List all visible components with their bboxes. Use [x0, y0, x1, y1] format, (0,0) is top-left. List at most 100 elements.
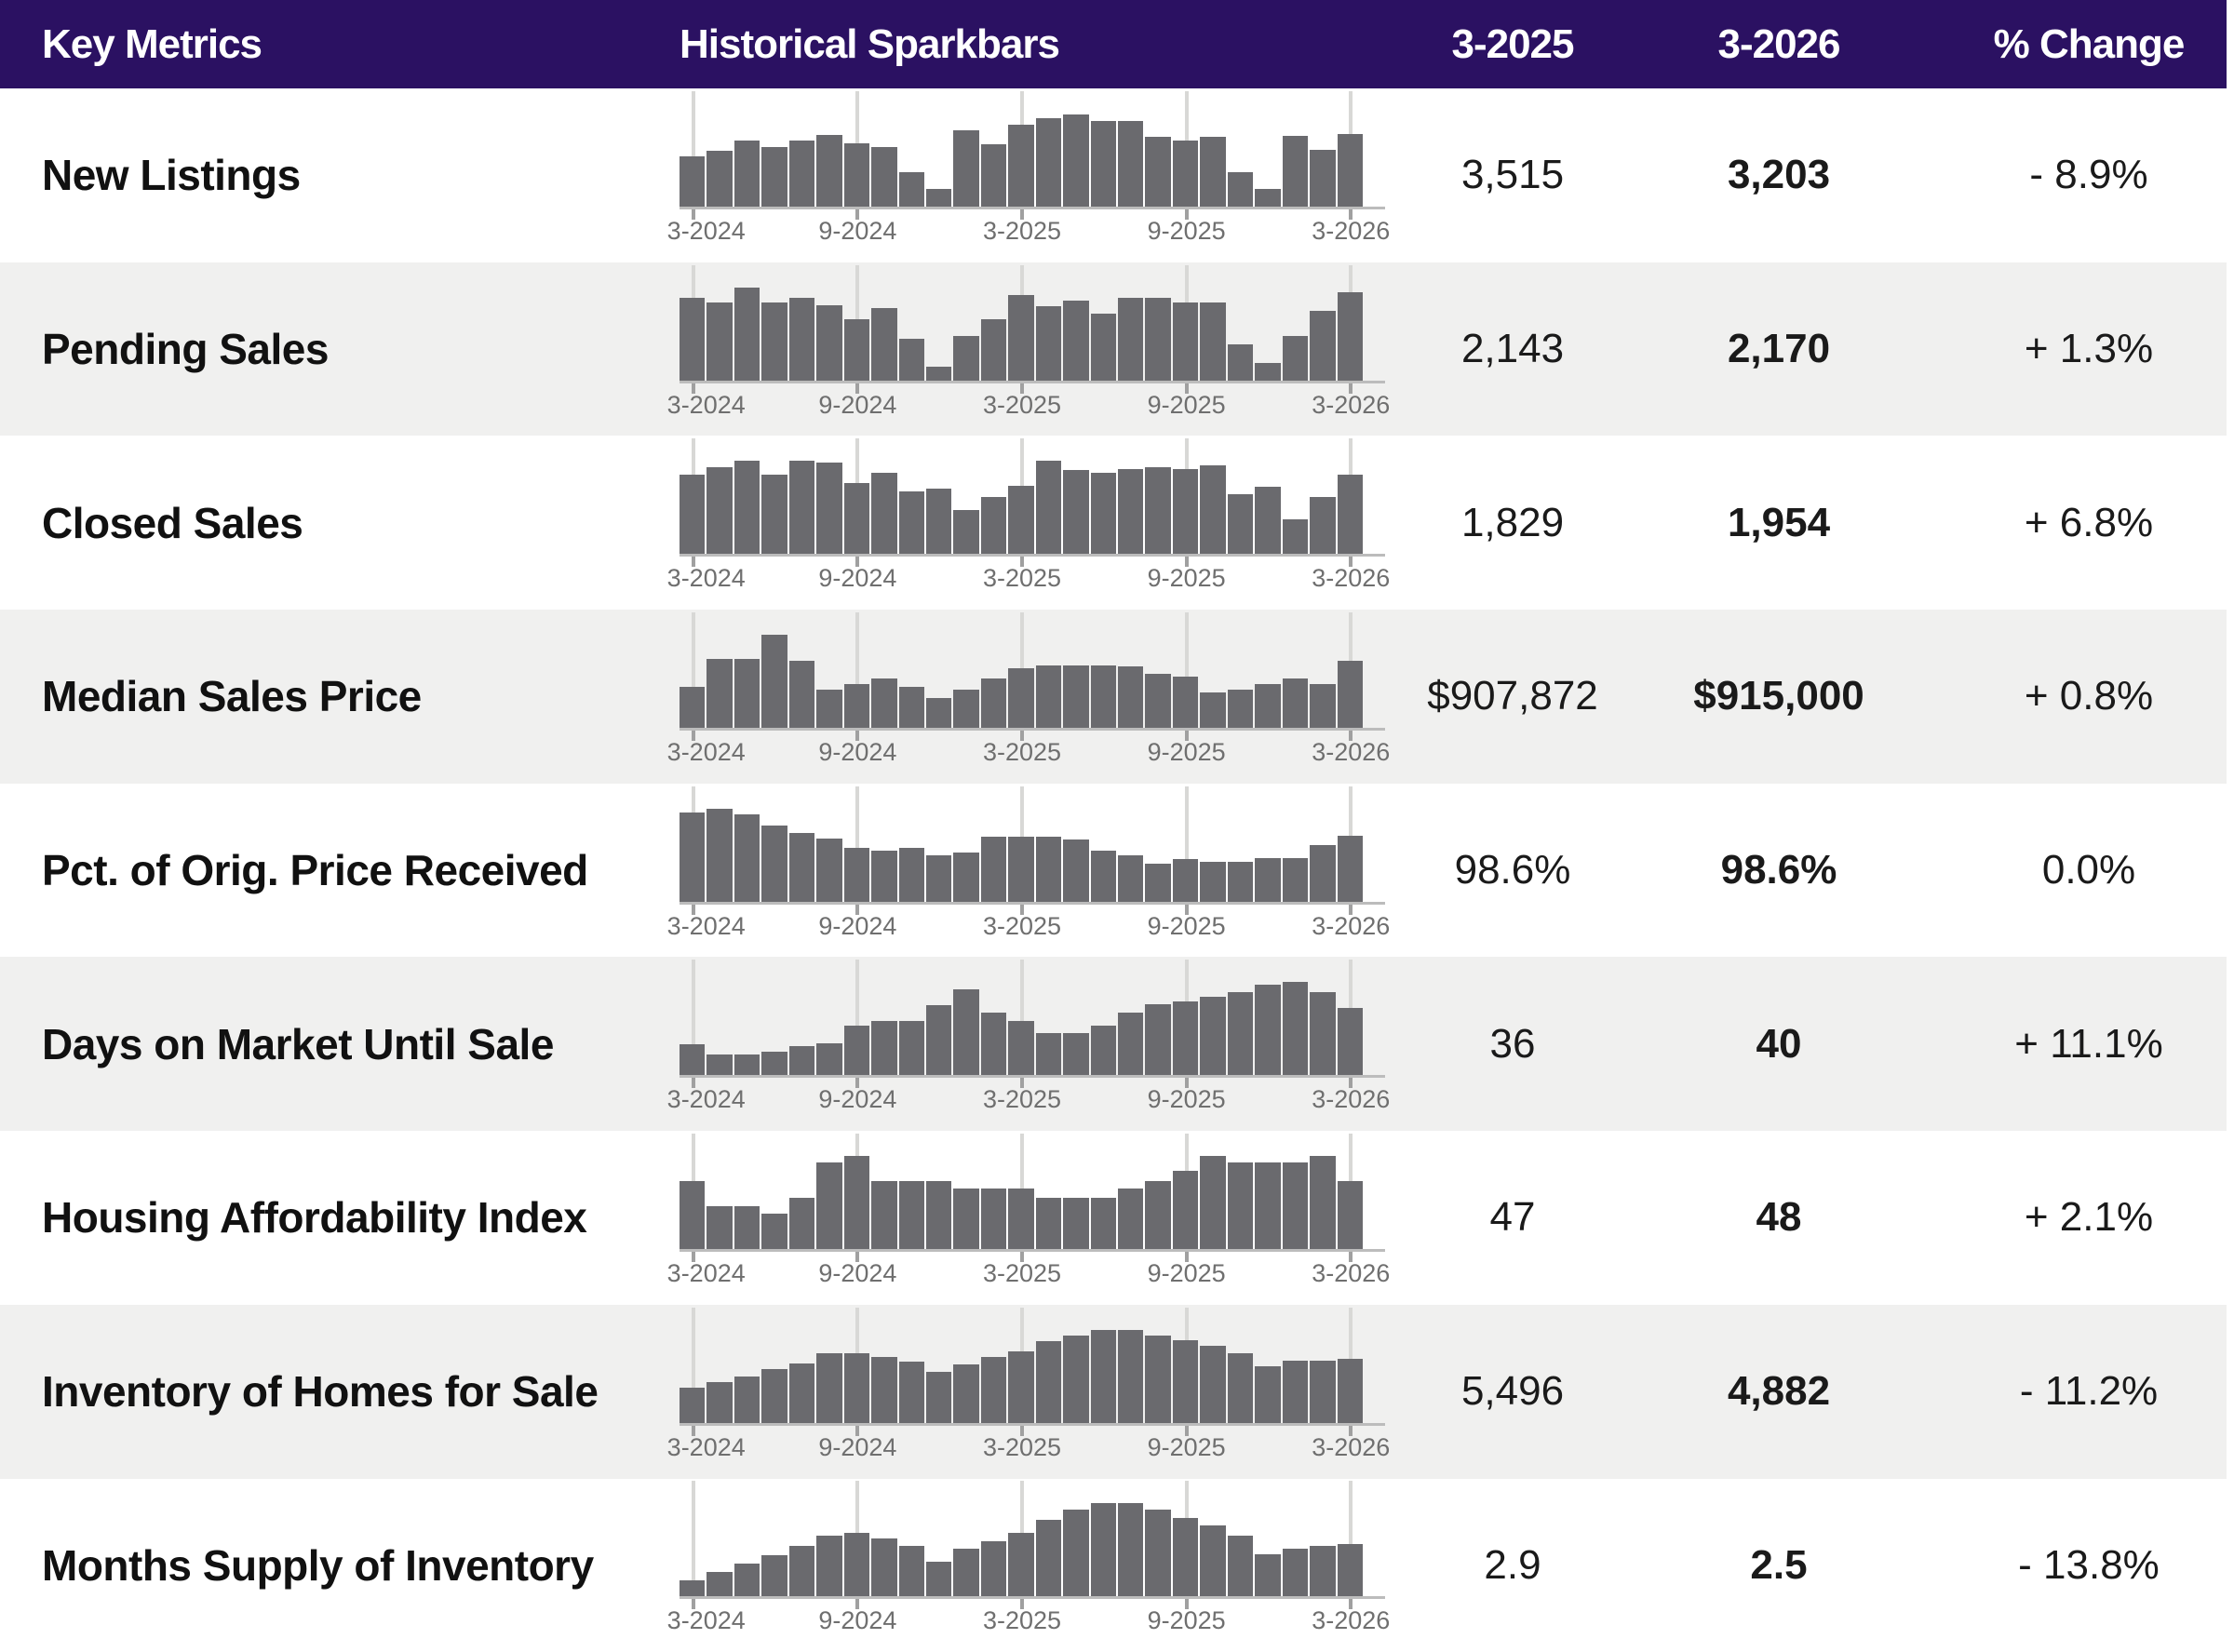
bar	[761, 302, 787, 381]
header-period-2025: 3-2025	[1451, 20, 1574, 67]
pct-change-text: + 11.1%	[2014, 1020, 2163, 1067]
bar	[707, 1381, 733, 1423]
bar	[898, 1546, 924, 1597]
bar	[953, 335, 979, 381]
bar	[843, 142, 870, 207]
x-axis-line	[680, 1596, 1385, 1600]
metric-cell: Months Supply of Inventory	[0, 1540, 680, 1591]
bar	[1227, 992, 1254, 1076]
value-2025: 98.6%	[1368, 847, 1657, 893]
bar	[1063, 114, 1089, 207]
x-axis-tick	[1349, 1425, 1353, 1436]
bar	[953, 989, 979, 1076]
bar	[1090, 1026, 1117, 1076]
metric-cell: Housing Affordability Index	[0, 1192, 680, 1242]
axis-tick-label: 9-2024	[818, 1258, 897, 1287]
table-row: New Listings 3-2024 9-2024 3-2025 9-2025 3-20…	[0, 88, 2227, 262]
value-2025-text: 5,496	[1460, 1368, 1565, 1415]
bar	[1200, 1525, 1226, 1597]
bar	[1063, 1510, 1089, 1597]
axis-tick-label: 3-2024	[666, 564, 746, 593]
axis-tick-label: 3-2026	[1312, 1258, 1391, 1287]
x-axis-tick	[1349, 208, 1353, 220]
x-axis-line	[680, 380, 1385, 383]
gridline-tick	[691, 611, 695, 728]
bar	[1227, 689, 1254, 728]
gridline-tick	[1020, 960, 1024, 1076]
x-axis-tick	[855, 730, 860, 741]
sparkbar-chart: 3-2024 9-2024 3-2025 9-2025 3-2026	[667, 90, 1390, 256]
pct-change: - 11.2%	[1951, 1368, 2227, 1415]
bar	[1090, 120, 1117, 207]
axis-tick-label: 3-2026	[1312, 1606, 1391, 1635]
metric-label: Pending Sales	[42, 325, 329, 374]
value-2026-text: $915,000	[1693, 673, 1864, 719]
value-2025-text: 47	[1489, 1194, 1536, 1241]
x-axis-tick	[1020, 208, 1024, 220]
value-2026: 48	[1657, 1194, 1901, 1241]
bar	[953, 510, 979, 555]
table-header-row: Key Metrics Historical Sparkbars 3-2025 …	[0, 0, 2227, 88]
value-2025: 47	[1368, 1194, 1657, 1241]
bar	[1118, 665, 1144, 728]
x-axis-line	[680, 206, 1385, 209]
bar	[788, 140, 815, 207]
bar	[1035, 1197, 1062, 1249]
bar	[871, 1356, 897, 1423]
bar	[680, 1580, 706, 1597]
bar	[1310, 992, 1336, 1076]
bar	[1200, 1155, 1226, 1249]
bar	[898, 1180, 924, 1249]
bar	[953, 1363, 979, 1423]
bar	[816, 304, 842, 381]
pct-change-text: - 8.9%	[2029, 152, 2148, 198]
value-2025-text: 2.9	[1484, 1541, 1541, 1588]
bar	[1063, 1033, 1089, 1076]
axis-tick-label: 9-2024	[818, 216, 897, 245]
bar	[898, 1361, 924, 1423]
bar	[733, 461, 760, 555]
bar	[898, 171, 924, 207]
bar	[788, 1546, 815, 1597]
x-axis-tick	[855, 1078, 860, 1089]
x-axis-tick	[1020, 1599, 1024, 1610]
bar	[925, 1562, 952, 1597]
value-2026-text: 40	[1756, 1020, 1802, 1067]
x-axis-tick	[855, 557, 860, 568]
bar	[871, 1180, 897, 1249]
bar	[1337, 133, 1363, 207]
bar	[925, 1371, 952, 1423]
bar	[1255, 683, 1281, 728]
axis-tick-label: 3-2024	[666, 1085, 746, 1114]
value-2026-text: 2.5	[1750, 1541, 1808, 1588]
bar	[1227, 1352, 1254, 1423]
axis-tick-label: 3-2026	[1312, 911, 1391, 940]
bar	[1090, 313, 1117, 381]
bar	[816, 1162, 842, 1249]
bar	[1035, 117, 1062, 207]
x-axis-tick	[691, 383, 695, 394]
axis-tick-label: 3-2026	[1312, 1432, 1391, 1461]
pct-change-text: + 1.3%	[2024, 326, 2154, 372]
bar	[1282, 519, 1309, 555]
metric-cell: Pct. of Orig. Price Received	[0, 845, 680, 895]
axis-tick-label: 3-2026	[1312, 737, 1391, 766]
table-row: Housing Affordability Index 3-2024 9-2024 3…	[0, 1131, 2227, 1305]
table-row: Closed Sales 3-2024 9-2024 3-2025 9-2025 3-20…	[0, 436, 2227, 611]
pct-change-text: + 2.1%	[2024, 1194, 2154, 1241]
sparkbar-chart: 3-2024 9-2024 3-2025 9-2025 3-2026	[667, 1307, 1391, 1472]
bar	[1035, 836, 1062, 902]
axis-tick-label: 3-2025	[982, 1606, 1062, 1635]
pct-change: + 0.8%	[1951, 673, 2227, 719]
value-2025-text: $907,872	[1427, 673, 1598, 719]
bar	[1172, 1339, 1199, 1423]
bar	[1172, 140, 1199, 207]
metric-label: Housing Affordability Index	[42, 1193, 587, 1242]
bar	[761, 1555, 787, 1597]
bar	[1035, 1033, 1062, 1076]
bar	[707, 467, 733, 555]
sparkbar-chart: 3-2024 9-2024 3-2025 9-2025 3-2026	[667, 438, 1390, 603]
x-axis-tick	[1020, 557, 1024, 568]
bar	[1337, 1180, 1363, 1249]
